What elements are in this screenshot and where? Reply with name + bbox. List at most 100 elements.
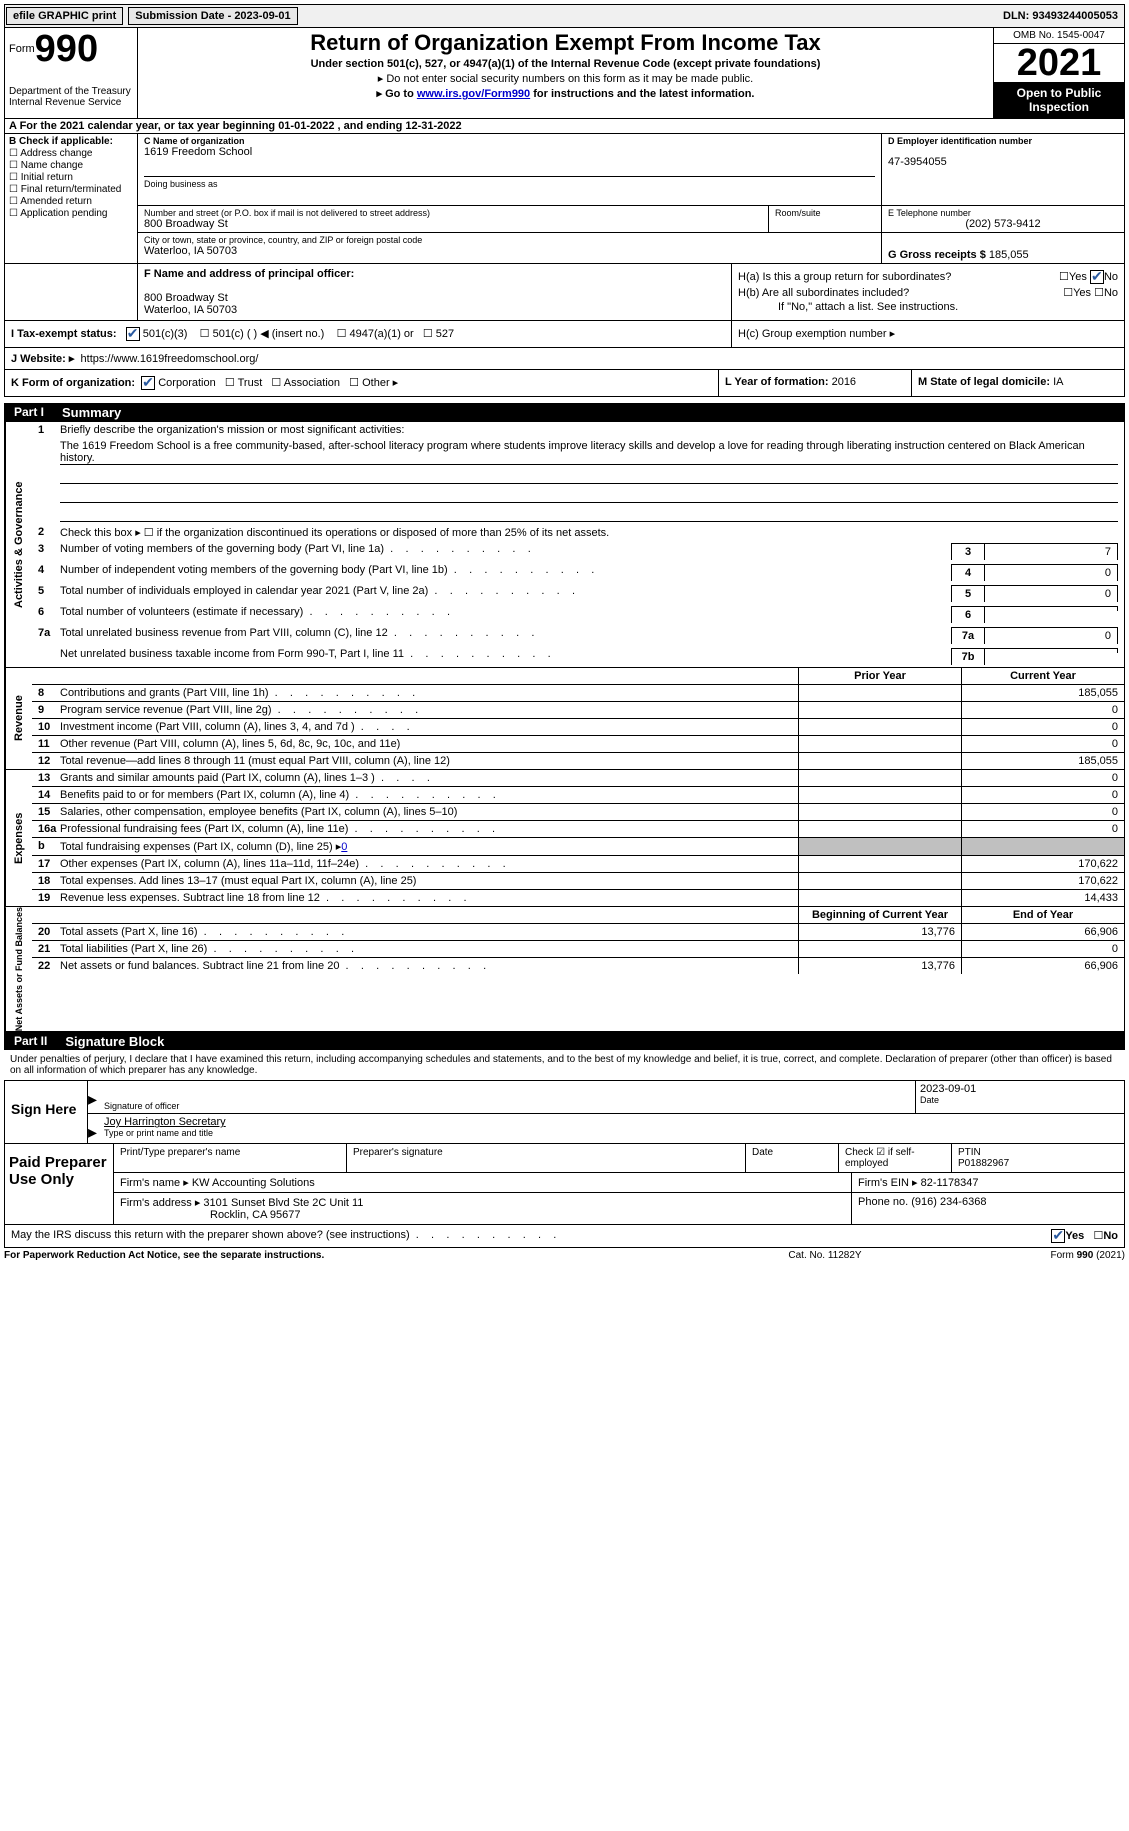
- dln-label: DLN: 93493244005053: [1003, 10, 1118, 22]
- officer-h-block: F Name and address of principal officer:…: [4, 263, 1125, 320]
- net-side-label: Net Assets or Fund Balances: [5, 907, 32, 1031]
- line-20-end: 66,906: [961, 924, 1124, 940]
- org-name: 1619 Freedom School: [144, 146, 875, 158]
- line-22-end: 66,906: [961, 958, 1124, 974]
- officer-addr1: 800 Broadway St: [144, 292, 725, 304]
- line-19: Revenue less expenses. Subtract line 18 …: [60, 890, 798, 906]
- street-value: 800 Broadway St: [144, 218, 762, 230]
- discuss-yes-checkbox[interactable]: [1051, 1229, 1065, 1243]
- h-c-label: H(c) Group exemption number ▸: [731, 321, 1124, 347]
- sign-here-block: Sign Here ▸ Signature of officer 2023-09…: [4, 1080, 1125, 1144]
- sign-here-label: Sign Here: [5, 1081, 88, 1143]
- firm-addr2: Rocklin, CA 95677: [210, 1209, 301, 1221]
- firm-addr1: 3101 Sunset Blvd Ste 2C Unit 11: [203, 1197, 363, 1209]
- line-19-curr: 14,433: [961, 890, 1124, 906]
- chk-corp[interactable]: [141, 376, 155, 390]
- h-b-note: If "No," attach a list. See instructions…: [738, 301, 1118, 313]
- officer-addr2: Waterloo, IA 50703: [144, 304, 725, 316]
- form-of-org-row: K Form of organization: Corporation ☐ Tr…: [4, 370, 1125, 397]
- line-8: Contributions and grants (Part VIII, lin…: [60, 685, 798, 701]
- line-21-beg: [798, 941, 961, 957]
- line-9-curr: 0: [961, 702, 1124, 718]
- arrow-icon: ▸: [88, 1114, 100, 1143]
- irs-link[interactable]: www.irs.gov/Form990: [417, 88, 530, 100]
- line-1-label: Briefly describe the organization's miss…: [60, 424, 1118, 436]
- street-label: Number and street (or P.O. box if mail i…: [144, 208, 762, 218]
- activities-side-label: Activities & Governance: [5, 422, 32, 667]
- revenue-side-label: Revenue: [5, 668, 32, 769]
- end-year-hdr: End of Year: [961, 907, 1124, 923]
- calendar-year-row: A For the 2021 calendar year, or tax yea…: [4, 119, 1125, 134]
- line-21: Total liabilities (Part X, line 26): [60, 941, 798, 957]
- top-bar: efile GRAPHIC print Submission Date - 20…: [4, 4, 1125, 28]
- part-1-header: Part I Summary: [4, 403, 1125, 421]
- line-7a-val: 0: [985, 627, 1118, 644]
- form-subtitle: Under section 501(c), 527, or 4947(a)(1)…: [146, 58, 985, 70]
- discuss-text: May the IRS discuss this return with the…: [11, 1229, 978, 1243]
- line-20: Total assets (Part X, line 16): [60, 924, 798, 940]
- line-10-curr: 0: [961, 719, 1124, 735]
- open-inspection-label: Open to Public Inspection: [994, 82, 1124, 118]
- firm-phone: (916) 234-6368: [911, 1196, 986, 1208]
- ein-value: 47-3954055: [888, 156, 1118, 168]
- line-16b: Total fundraising expenses (Part IX, col…: [60, 838, 798, 855]
- prep-sig-label: Preparer's signature: [347, 1144, 746, 1172]
- line-5: Total number of individuals employed in …: [60, 585, 951, 597]
- chk-final-return[interactable]: ☐ Final return/terminated: [9, 184, 133, 195]
- year-formation: 2016: [832, 376, 856, 388]
- entity-block: B Check if applicable: ☐ Address change …: [4, 134, 1125, 263]
- paperwork-notice: For Paperwork Reduction Act Notice, see …: [4, 1250, 725, 1261]
- paid-preparer-label: Paid Preparer Use Only: [5, 1144, 114, 1224]
- suite-label: Room/suite: [769, 206, 882, 232]
- line-10: Investment income (Part VIII, column (A)…: [60, 719, 798, 735]
- line-6-val: [985, 606, 1118, 611]
- tax-year: 2021: [994, 44, 1124, 82]
- prep-name-label: Print/Type preparer's name: [114, 1144, 347, 1172]
- chk-initial-return[interactable]: ☐ Initial return: [9, 172, 133, 183]
- line-2: Check this box ▸ ☐ if the organization d…: [60, 526, 1118, 539]
- line-14: Benefits paid to or for members (Part IX…: [60, 787, 798, 803]
- mission-text: The 1619 Freedom School is a free commun…: [60, 440, 1118, 465]
- line-22: Net assets or fund balances. Subtract li…: [60, 958, 798, 974]
- line-12: Total revenue—add lines 8 through 11 (mu…: [60, 753, 798, 769]
- city-value: Waterloo, IA 50703: [144, 245, 875, 257]
- line-7a: Total unrelated business revenue from Pa…: [60, 627, 951, 639]
- chk-amended[interactable]: ☐ Amended return: [9, 196, 133, 207]
- line-13: Grants and similar amounts paid (Part IX…: [60, 770, 798, 786]
- form-number: Form990: [9, 30, 133, 68]
- line-3-val: 7: [985, 543, 1118, 560]
- website-row: J Website: ▸ https://www.1619freedomscho…: [4, 348, 1125, 370]
- sig-officer-label: Signature of officer: [104, 1101, 911, 1111]
- sig-date-label: Date: [920, 1095, 1120, 1105]
- line-5-val: 0: [985, 585, 1118, 602]
- revenue-section: Revenue bPrior YearCurrent Year 8Contrib…: [4, 668, 1125, 770]
- perjury-declaration: Under penalties of perjury, I declare th…: [4, 1050, 1125, 1080]
- paid-preparer-block: Paid Preparer Use Only Print/Type prepar…: [4, 1144, 1125, 1225]
- line-22-beg: 13,776: [798, 958, 961, 974]
- chk-501c3[interactable]: [126, 327, 140, 341]
- ptin-value: P01882967: [958, 1158, 1009, 1169]
- beg-year-hdr: Beginning of Current Year: [798, 907, 961, 923]
- h-a-no-checkbox[interactable]: [1090, 270, 1104, 284]
- sig-date-value: 2023-09-01: [920, 1083, 1120, 1095]
- officer-label: F Name and address of principal officer:: [144, 268, 725, 280]
- expenses-side-label: Expenses: [5, 770, 32, 906]
- gross-receipts-label: G Gross receipts $: [888, 249, 986, 261]
- website-value: https://www.1619freedomschool.org/: [81, 353, 259, 365]
- chk-name-change[interactable]: ☐ Name change: [9, 160, 133, 171]
- line-3: Number of voting members of the governin…: [60, 543, 951, 555]
- efile-print-button[interactable]: efile GRAPHIC print: [6, 7, 123, 25]
- gross-receipts-value: 185,055: [989, 249, 1029, 261]
- firm-name: KW Accounting Solutions: [192, 1177, 315, 1189]
- chk-address-change[interactable]: ☐ Address change: [9, 148, 133, 159]
- prep-date-label: Date: [746, 1144, 839, 1172]
- form-note-2: ▸ Go to www.irs.gov/Form990 for instruct…: [146, 87, 985, 100]
- city-label: City or town, state or province, country…: [144, 235, 875, 245]
- footer-row: For Paperwork Reduction Act Notice, see …: [4, 1248, 1125, 1263]
- officer-name-label: Type or print name and title: [104, 1128, 1120, 1138]
- line-17: Other expenses (Part IX, column (A), lin…: [60, 856, 798, 872]
- line-21-end: 0: [961, 941, 1124, 957]
- cat-no: Cat. No. 11282Y: [725, 1250, 925, 1261]
- chk-app-pending[interactable]: ☐ Application pending: [9, 208, 133, 219]
- net-assets-section: Net Assets or Fund Balances Beginning of…: [4, 907, 1125, 1032]
